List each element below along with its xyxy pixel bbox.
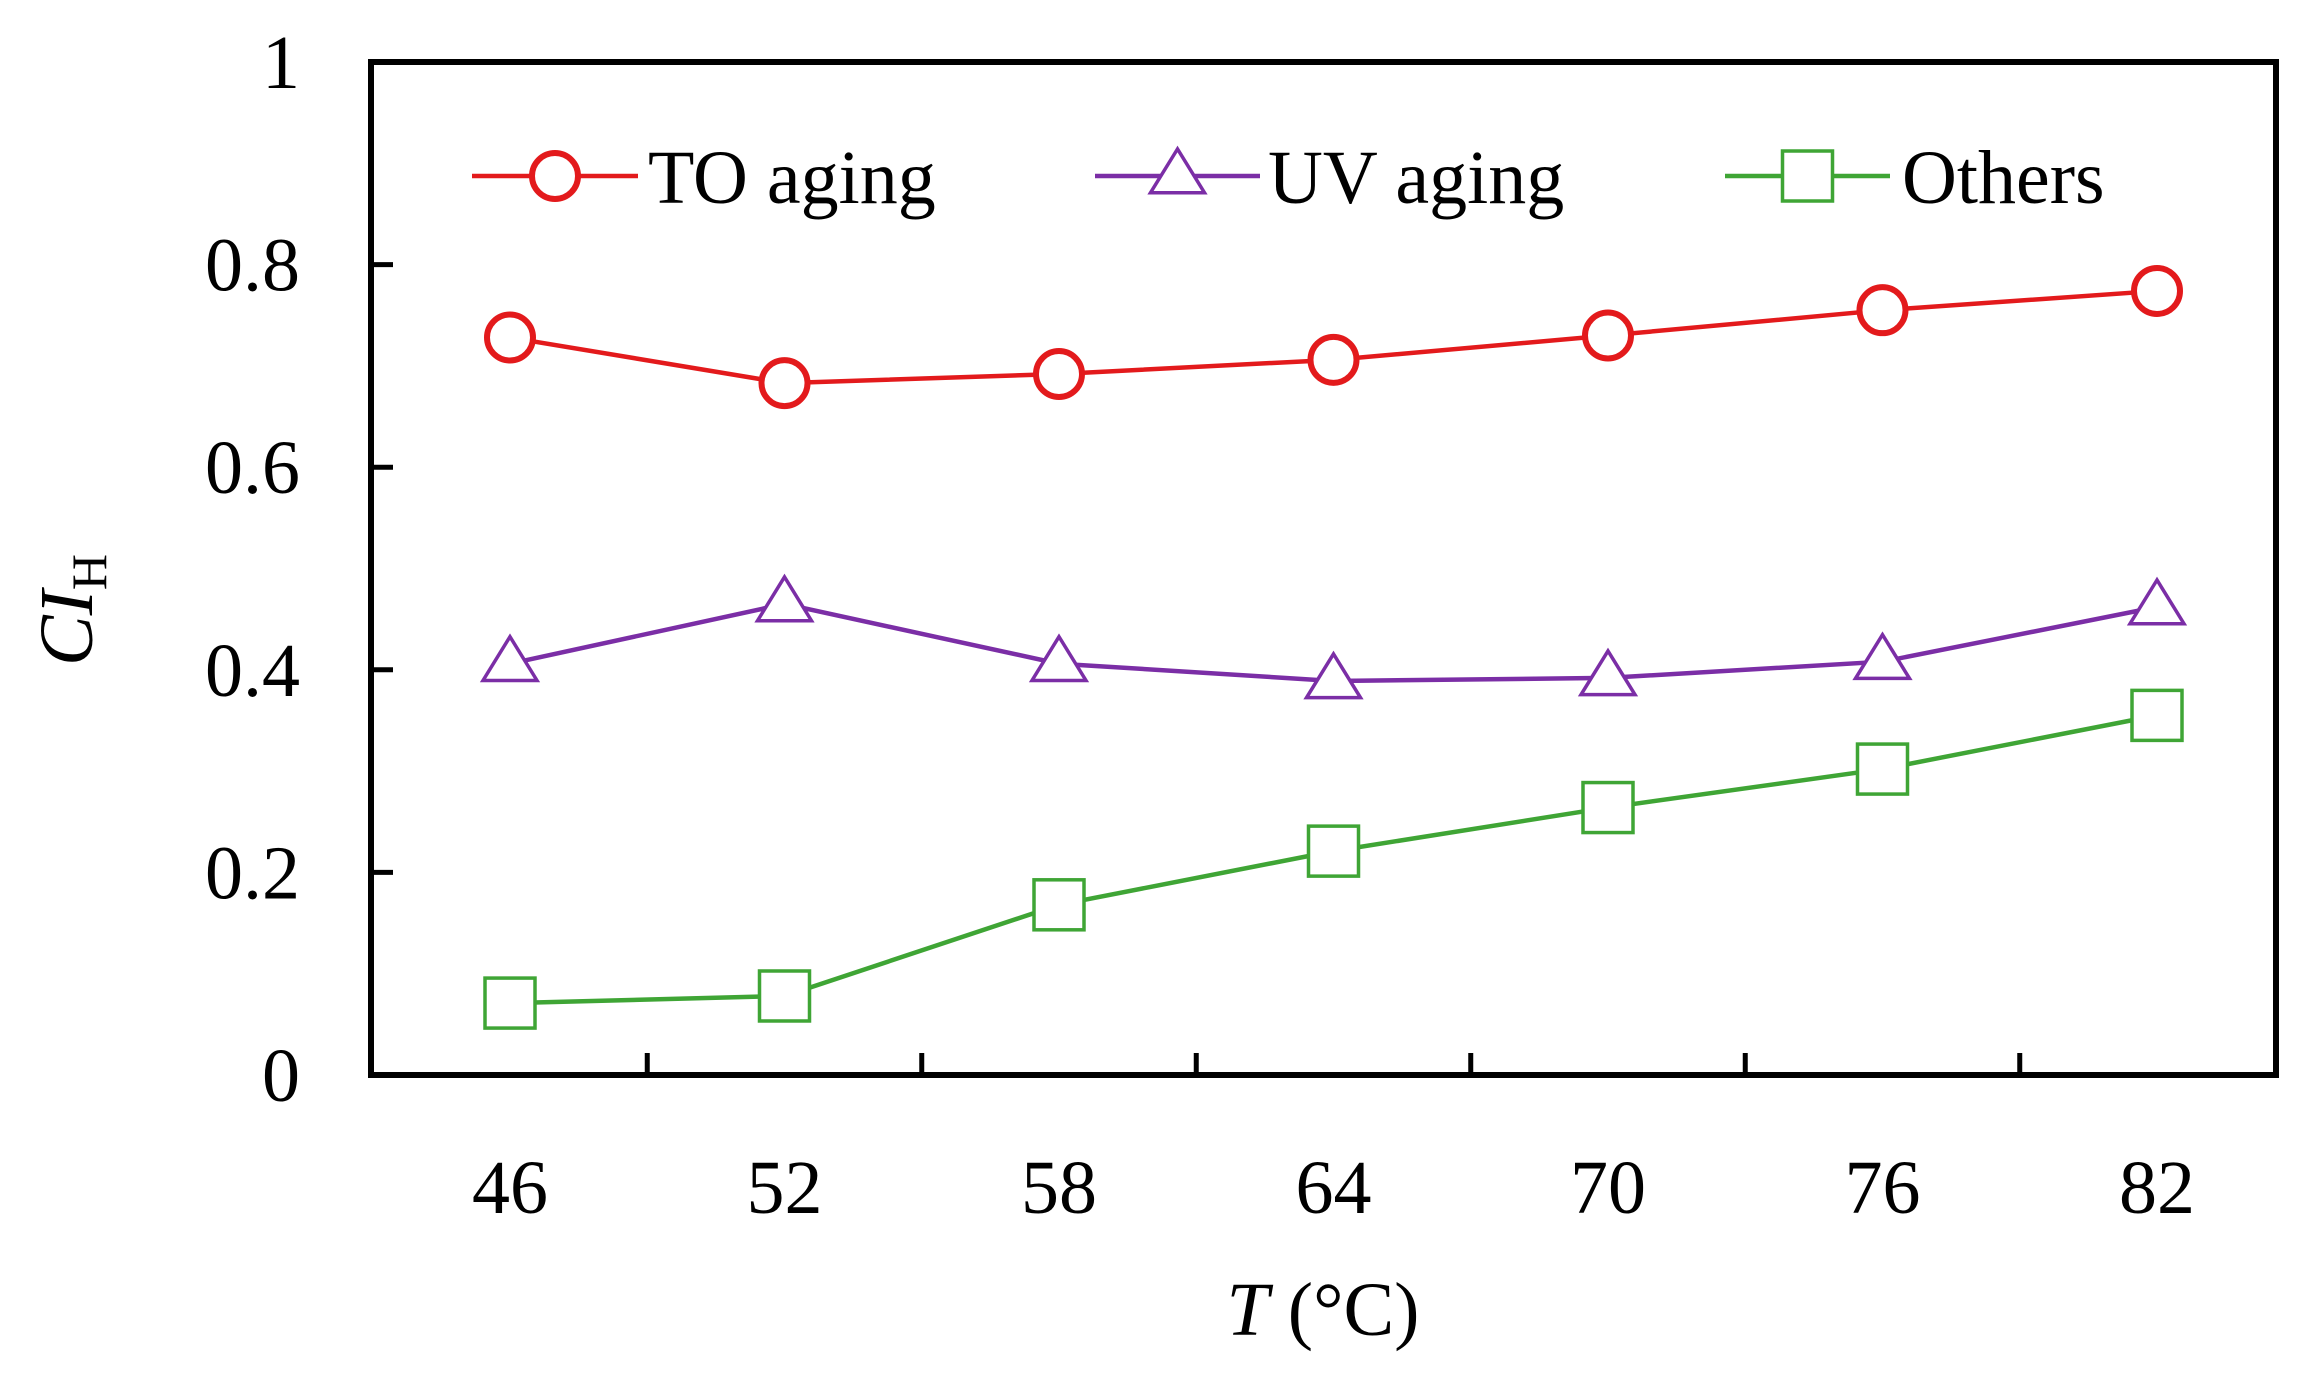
legend: TO aging UV aging Others bbox=[472, 136, 2105, 220]
y-axis-title: CIH bbox=[25, 554, 117, 666]
data-point-square bbox=[1032, 878, 1086, 932]
y-tick-label: 0.8 bbox=[205, 224, 300, 308]
y-tick-label: 0 bbox=[262, 1034, 300, 1118]
data-point-circle bbox=[1307, 333, 1360, 386]
data-point-triangle bbox=[1147, 145, 1208, 195]
data-point-square bbox=[1581, 780, 1635, 835]
y-axis-title-subscript: H bbox=[61, 554, 117, 590]
legend-item-to-aging: TO aging bbox=[472, 136, 936, 220]
x-tick-labels: 46 52 58 64 70 76 82 bbox=[472, 1146, 2195, 1230]
x-tick-label: 52 bbox=[747, 1146, 823, 1230]
data-point-circle bbox=[2131, 264, 2183, 317]
data-point-square bbox=[1780, 149, 1835, 203]
data-point-circle bbox=[529, 150, 581, 202]
series-others bbox=[483, 688, 2184, 1030]
legend-label: Others bbox=[1902, 136, 2105, 220]
x-tick-label: 76 bbox=[1845, 1146, 1921, 1230]
y-tick-label: 0.2 bbox=[205, 831, 300, 915]
data-point-square bbox=[2130, 688, 2184, 743]
data-point-square bbox=[757, 969, 812, 1023]
plot-frame bbox=[368, 59, 2279, 1078]
series-to-aging bbox=[484, 264, 2183, 410]
legend-label: UV aging bbox=[1268, 136, 1564, 220]
y-axis-title-main: CI bbox=[25, 586, 109, 666]
y-tick-label: 0.6 bbox=[205, 426, 300, 510]
data-point-triangle bbox=[754, 573, 815, 623]
data-point-triangle bbox=[1577, 647, 1639, 697]
series-uv-aging bbox=[479, 573, 2188, 700]
data-point-triangle bbox=[1303, 650, 1364, 700]
data-point-circle bbox=[1582, 309, 1634, 362]
x-tick-label: 64 bbox=[1296, 1146, 1372, 1230]
x-tick-label: 58 bbox=[1021, 1146, 1097, 1230]
data-point-square bbox=[1855, 742, 1910, 796]
y-tick-labels: 0 0.2 0.4 0.6 0.8 1 bbox=[205, 21, 300, 1118]
data-point-square bbox=[483, 976, 537, 1030]
x-ticks bbox=[644, 1053, 2023, 1075]
data-point-circle bbox=[1856, 284, 1909, 337]
legend-item-uv-aging: UV aging bbox=[1095, 136, 1564, 220]
x-tick-label: 70 bbox=[1570, 1146, 1646, 1230]
data-point-triangle bbox=[2126, 576, 2188, 626]
data-point-triangle bbox=[1852, 631, 1913, 681]
y-tick-label: 1 bbox=[262, 21, 300, 105]
data-point-circle bbox=[484, 311, 536, 364]
x-tick-label: 82 bbox=[2119, 1146, 2195, 1230]
x-axis-title: T (°C) bbox=[1227, 1268, 1420, 1352]
y-tick-label: 0.4 bbox=[205, 629, 300, 713]
x-axis-title-italic: T bbox=[1227, 1268, 1274, 1352]
data-point-circle bbox=[1033, 348, 1085, 401]
series-layer bbox=[479, 264, 2188, 1030]
axes bbox=[368, 59, 2279, 1078]
legend-item-others: Others bbox=[1725, 136, 2105, 220]
x-axis-title-unit: (°C) bbox=[1269, 1268, 1420, 1352]
legend-label: TO aging bbox=[648, 136, 936, 220]
data-point-triangle bbox=[1028, 633, 1090, 683]
y-ticks bbox=[371, 262, 393, 875]
data-point-circle bbox=[758, 357, 811, 410]
data-point-square bbox=[1306, 824, 1361, 878]
data-point-triangle bbox=[479, 633, 541, 683]
x-tick-label: 46 bbox=[472, 1146, 548, 1230]
